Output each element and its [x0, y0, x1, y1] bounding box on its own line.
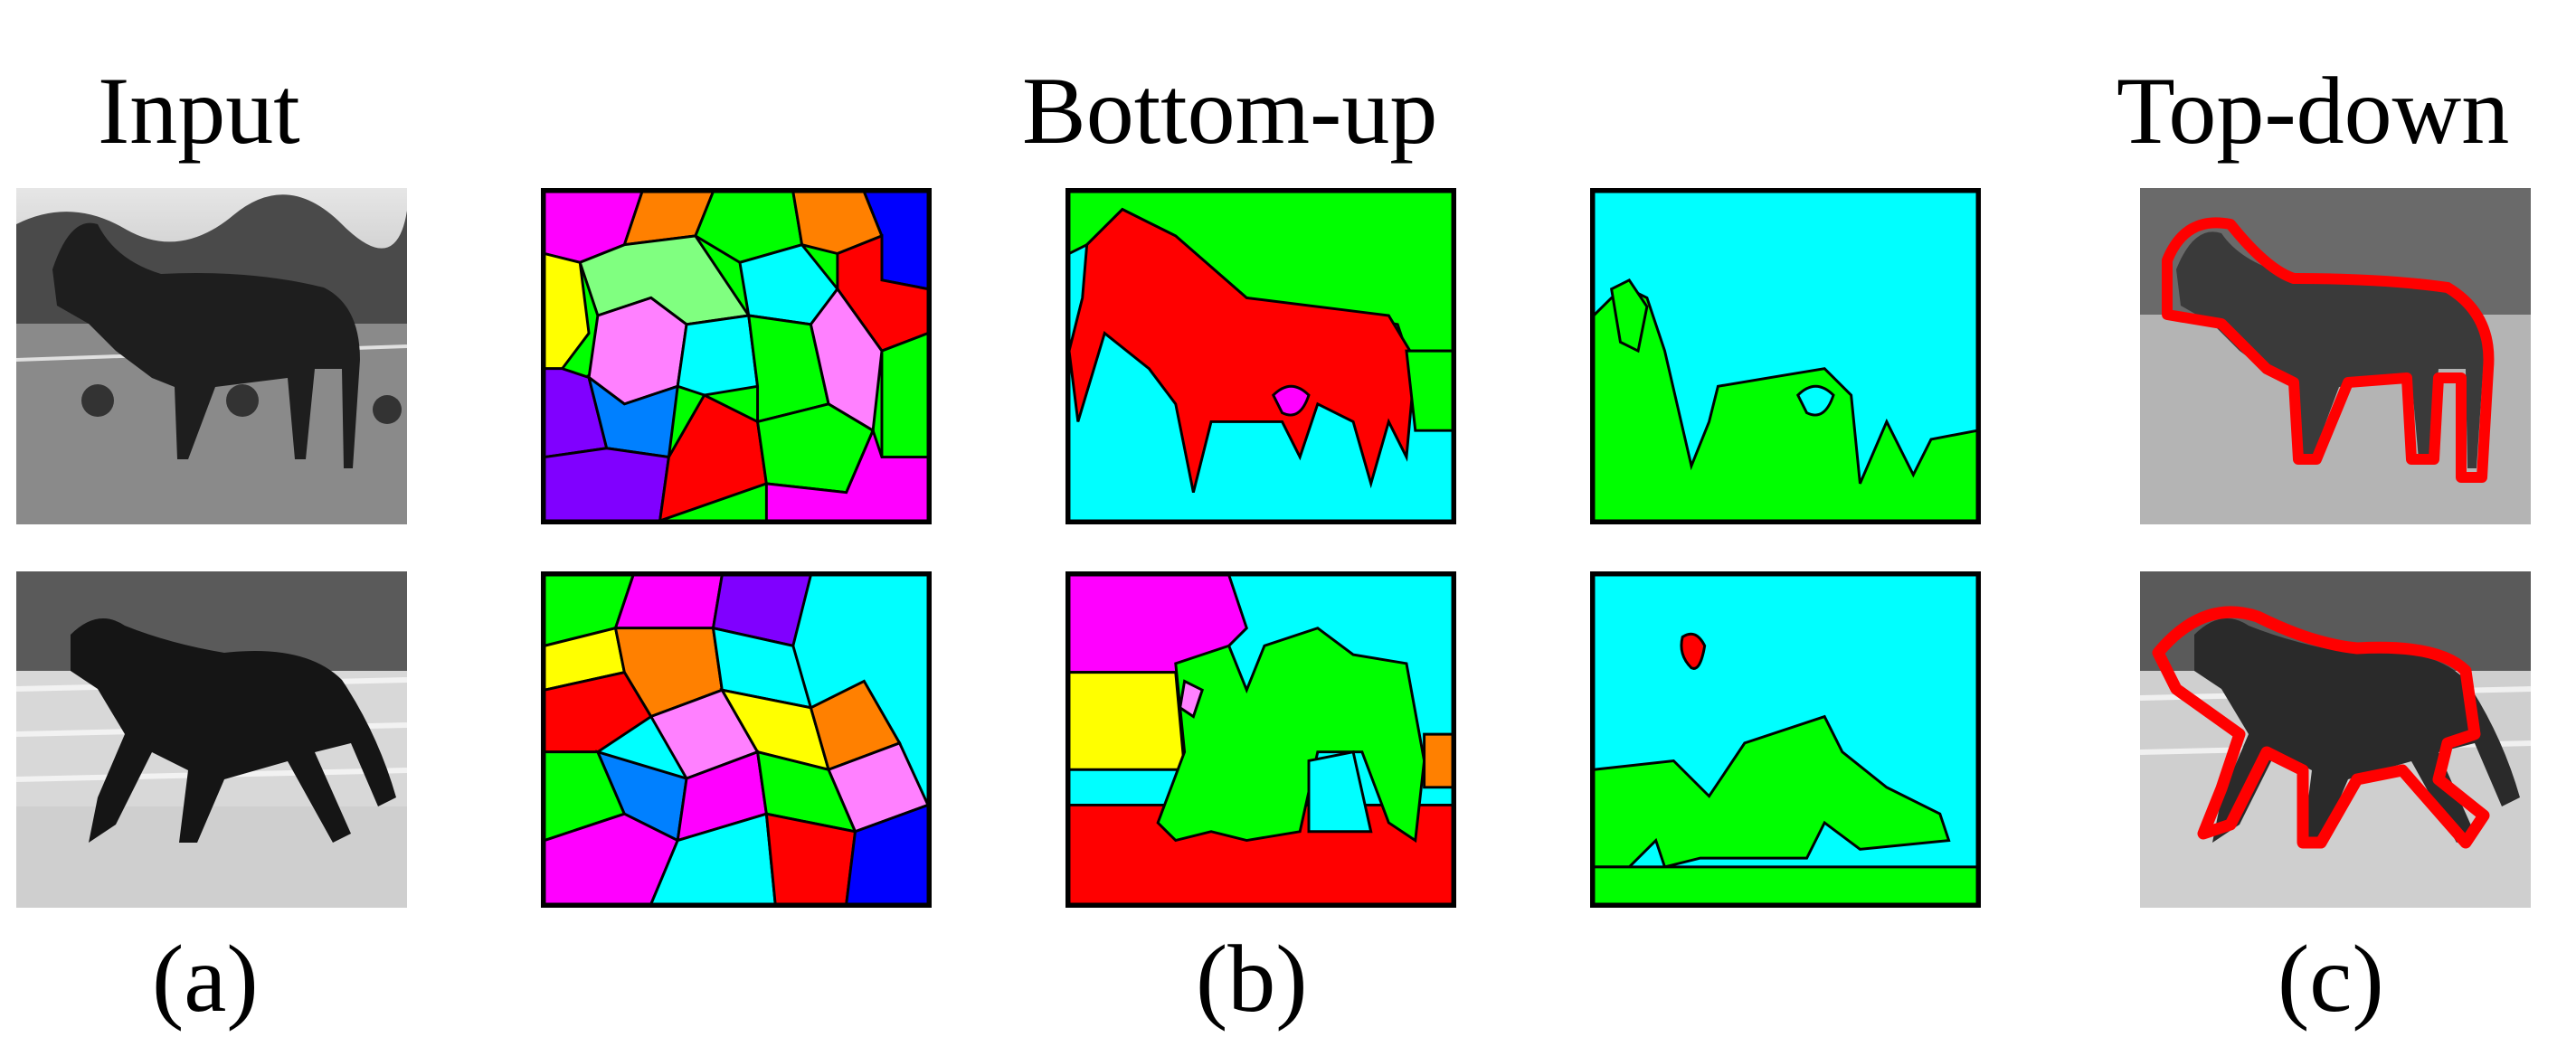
bottom-up-coarse-segmentation-row1 — [1065, 188, 1456, 524]
heading-top-down: Top-down — [2117, 58, 2510, 164]
top-down-contour-row1 — [2140, 188, 2531, 524]
heading-input: Input — [98, 58, 300, 164]
input-image-row1 — [16, 188, 407, 524]
bottom-up-oversegmentation-row1 — [541, 188, 932, 524]
top-down-contour-row2 — [2140, 571, 2531, 908]
bottom-up-figure-ground-row1 — [1590, 188, 1981, 524]
caption-b: (b) — [1196, 926, 1308, 1032]
bottom-up-oversegmentation-row2 — [541, 571, 932, 908]
caption-a: (a) — [152, 926, 259, 1032]
caption-c: (c) — [2278, 926, 2384, 1032]
input-image-row2 — [16, 571, 407, 908]
heading-bottom-up: Bottom-up — [1022, 58, 1438, 164]
bottom-up-coarse-segmentation-row2 — [1065, 571, 1456, 908]
bottom-up-figure-ground-row2 — [1590, 571, 1981, 908]
